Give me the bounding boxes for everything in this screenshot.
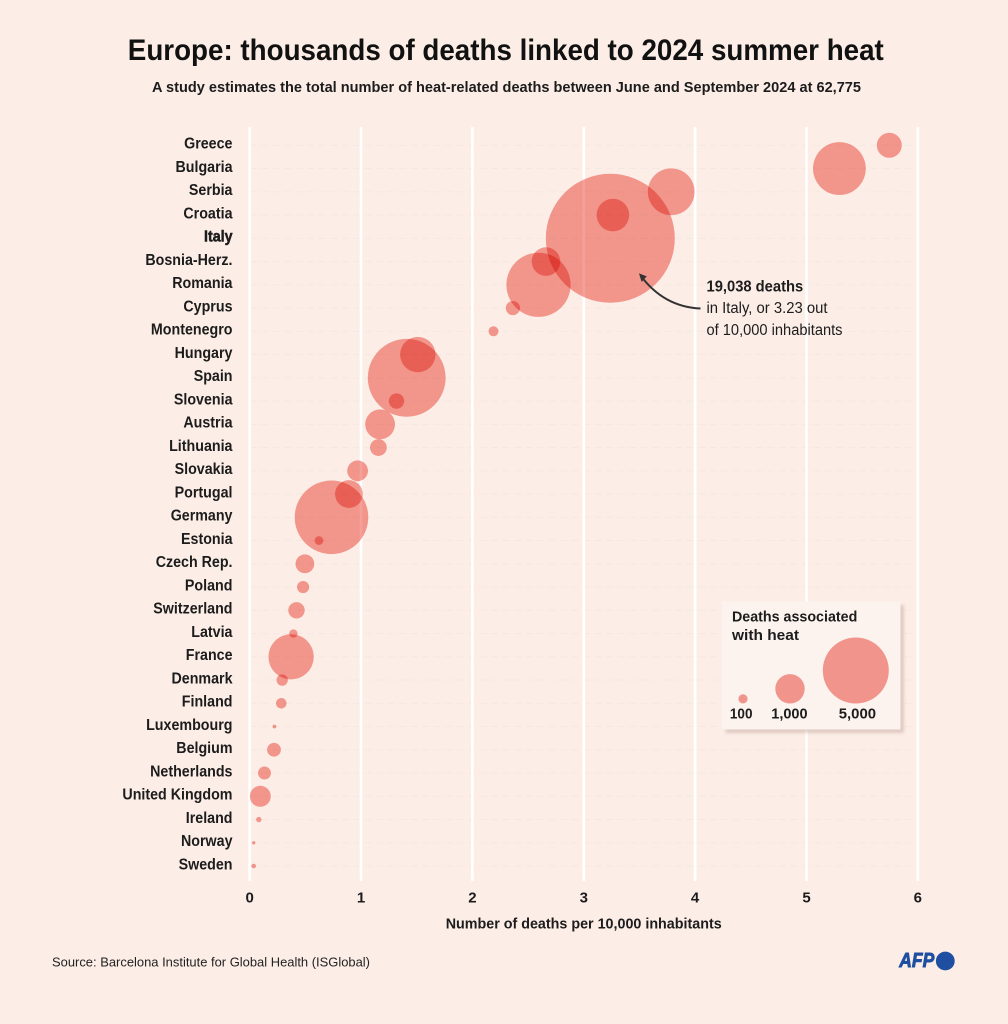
svg-text:A study estimates the total nu: A study estimates the total number of he… bbox=[152, 80, 861, 96]
svg-text:5,000: 5,000 bbox=[839, 707, 876, 723]
svg-text:Bosnia-Herz.: Bosnia-Herz. bbox=[145, 252, 232, 269]
svg-text:Portugal: Portugal bbox=[175, 484, 233, 501]
svg-text:1,000: 1,000 bbox=[771, 707, 807, 723]
svg-text:in Italy, or 3.23 out: in Italy, or 3.23 out bbox=[707, 300, 829, 317]
svg-text:Poland: Poland bbox=[185, 577, 233, 594]
svg-text:Croatia: Croatia bbox=[183, 205, 232, 222]
svg-text:Belgium: Belgium bbox=[176, 740, 232, 757]
svg-text:Montenegro: Montenegro bbox=[151, 322, 233, 339]
svg-text:Italy: Italy bbox=[204, 229, 233, 246]
svg-text:Cyprus: Cyprus bbox=[183, 298, 232, 315]
svg-text:19,038 deaths: 19,038 deaths bbox=[707, 279, 804, 296]
svg-text:Bulgaria: Bulgaria bbox=[176, 159, 233, 176]
svg-text:Romania: Romania bbox=[172, 275, 233, 292]
svg-text:Sweden: Sweden bbox=[179, 856, 233, 873]
svg-text:Denmark: Denmark bbox=[172, 670, 233, 687]
svg-text:Spain: Spain bbox=[194, 368, 233, 385]
svg-text:Switzerland: Switzerland bbox=[153, 601, 232, 618]
svg-text:AFP: AFP bbox=[898, 949, 934, 972]
svg-text:Greece: Greece bbox=[184, 136, 233, 153]
svg-text:5: 5 bbox=[802, 890, 810, 907]
svg-text:United Kingdom: United Kingdom bbox=[122, 787, 232, 804]
svg-text:France: France bbox=[186, 647, 233, 664]
svg-text:Ireland: Ireland bbox=[186, 810, 233, 827]
svg-text:6: 6 bbox=[914, 890, 922, 907]
svg-text:Estonia: Estonia bbox=[181, 531, 233, 548]
svg-text:Slovenia: Slovenia bbox=[174, 391, 233, 408]
svg-text:0: 0 bbox=[246, 890, 254, 907]
svg-text:Deaths associated: Deaths associated bbox=[732, 609, 857, 626]
svg-text:Number of deaths per 10,000 in: Number of deaths per 10,000 inhabitants bbox=[446, 916, 722, 933]
svg-text:Finland: Finland bbox=[182, 694, 233, 711]
svg-text:Lithuania: Lithuania bbox=[169, 438, 233, 455]
svg-text:Netherlands: Netherlands bbox=[150, 763, 232, 780]
svg-text:100: 100 bbox=[730, 707, 753, 723]
svg-text:Source: Barcelona Institute fo: Source: Barcelona Institute for Global H… bbox=[52, 955, 370, 970]
svg-text:Serbia: Serbia bbox=[189, 182, 233, 199]
svg-text:3: 3 bbox=[580, 890, 588, 907]
svg-text:Norway: Norway bbox=[181, 833, 233, 850]
svg-text:Latvia: Latvia bbox=[191, 624, 233, 641]
svg-text:Czech Rep.: Czech Rep. bbox=[156, 554, 233, 571]
svg-text:Luxembourg: Luxembourg bbox=[146, 717, 232, 734]
svg-text:4: 4 bbox=[691, 890, 700, 907]
svg-text:Germany: Germany bbox=[171, 508, 233, 525]
svg-text:Austria: Austria bbox=[183, 415, 232, 432]
svg-text:Hungary: Hungary bbox=[175, 345, 233, 362]
svg-text:of 10,000 inhabitants: of 10,000 inhabitants bbox=[707, 322, 843, 339]
svg-text:1: 1 bbox=[357, 890, 365, 907]
svg-text:with heat: with heat bbox=[731, 627, 799, 644]
svg-text:2: 2 bbox=[468, 890, 476, 907]
svg-text:Slovakia: Slovakia bbox=[175, 461, 233, 478]
svg-text:Europe: thousands of deaths li: Europe: thousands of deaths linked to 20… bbox=[128, 34, 884, 67]
